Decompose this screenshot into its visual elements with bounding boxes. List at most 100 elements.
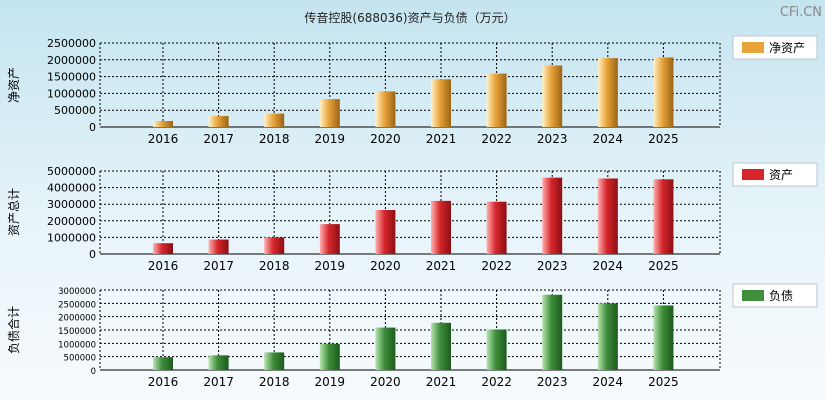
x-tick-label: 2021 [426, 259, 457, 273]
bar-2017 [208, 115, 229, 127]
y-tick-label: 0 [89, 121, 96, 134]
legend: 净资产 [732, 35, 818, 60]
bar-2020 [375, 327, 396, 370]
y-tick-label: 1000000 [47, 87, 96, 100]
x-tick-label: 2020 [370, 259, 401, 273]
y-tick-label: 0 [91, 367, 96, 377]
bar-2022 [486, 329, 507, 370]
x-tick-label: 2017 [203, 259, 234, 273]
y-tick-label: 3000000 [47, 198, 96, 211]
legend-swatch [742, 290, 764, 301]
x-tick-label: 2024 [593, 132, 624, 146]
legend-box [732, 162, 818, 187]
bar-2016 [153, 243, 173, 254]
bar-2016 [153, 120, 173, 127]
x-tick-label: 2021 [426, 375, 457, 389]
x-tick-label: 2020 [370, 375, 401, 389]
bar-2024 [597, 178, 618, 254]
bar-2021 [431, 79, 451, 127]
x-tick-label: 2018 [259, 259, 290, 273]
bar-2020 [375, 210, 396, 254]
x-tick-label: 2023 [537, 375, 568, 389]
x-tick-label: 2016 [148, 375, 179, 389]
bar-2022 [486, 201, 507, 254]
x-tick-label: 2020 [370, 132, 401, 146]
chart-title: 传音控股(688036)资产与负债（万元） [304, 10, 515, 25]
y-axis-label: 净资产 [7, 67, 21, 103]
legend-label: 资产 [769, 168, 793, 182]
bar-2025 [653, 305, 674, 370]
y-tick-label: 1000000 [58, 340, 96, 350]
bar-2017 [208, 239, 229, 254]
legend: 资产 [732, 162, 818, 187]
bar-2024 [597, 58, 618, 128]
x-tick-label: 2024 [593, 375, 624, 389]
legend-box [732, 283, 818, 308]
x-tick-label: 2017 [203, 132, 234, 146]
y-tick-label: 500000 [54, 104, 96, 117]
x-tick-label: 2023 [537, 132, 568, 146]
bar-2025 [653, 57, 674, 128]
bar-2024 [597, 303, 618, 370]
y-tick-label: 500000 [64, 354, 96, 364]
legend-box [732, 35, 818, 60]
y-tick-label: 2500000 [47, 37, 96, 50]
legend-label: 负债 [769, 289, 793, 303]
y-tick-label: 1500000 [58, 327, 96, 337]
y-tick-label: 2500000 [58, 300, 96, 310]
x-tick-label: 2022 [481, 375, 512, 389]
y-tick-label: 0 [89, 248, 96, 261]
y-tick-label: 5000000 [47, 165, 96, 178]
x-tick-label: 2023 [537, 259, 568, 273]
bar-2016 [153, 357, 173, 370]
chart-panel-1: 0 500000 1000000 1500000 2000000 2500000 2016 2… [7, 35, 818, 146]
bar-2023 [542, 294, 563, 370]
bar-2019 [319, 343, 340, 370]
x-tick-label: 2024 [593, 259, 624, 273]
bar-2025 [653, 179, 674, 254]
legend-label: 净资产 [769, 41, 805, 55]
bar-2020 [375, 91, 396, 127]
bar-2018 [264, 113, 285, 127]
bar-2019 [319, 224, 340, 254]
bar-2021 [431, 200, 451, 254]
x-tick-label: 2018 [259, 132, 290, 146]
bar-2022 [486, 73, 507, 127]
y-tick-label: 4000000 [47, 182, 96, 195]
legend: 负债 [732, 283, 818, 308]
x-tick-label: 2025 [648, 375, 679, 389]
x-tick-label: 2017 [203, 375, 234, 389]
x-tick-label: 2016 [148, 132, 179, 146]
y-tick-label: 2000000 [47, 54, 96, 67]
x-tick-label: 2019 [315, 259, 346, 273]
x-tick-label: 2019 [315, 132, 346, 146]
bar-2021 [431, 322, 451, 370]
y-tick-label: 3000000 [58, 287, 96, 297]
bar-2017 [208, 355, 229, 370]
x-tick-label: 2018 [259, 375, 290, 389]
x-tick-label: 2019 [315, 375, 346, 389]
x-tick-label: 2016 [148, 259, 179, 273]
y-axis-label: 资产总计 [7, 188, 21, 236]
bar-2018 [264, 237, 285, 254]
chart-panel-2: 0 1000000 2000000 3000000 4000000 5000000 2016… [7, 162, 818, 273]
x-tick-label: 2025 [648, 259, 679, 273]
y-axis-label: 负债合计 [6, 306, 21, 354]
bar-2019 [319, 99, 340, 127]
x-tick-label: 2021 [426, 132, 457, 146]
y-tick-label: 1500000 [47, 71, 96, 84]
bar-2023 [542, 65, 563, 127]
bar-2023 [542, 177, 563, 254]
bar-2018 [264, 352, 285, 370]
x-tick-label: 2025 [648, 132, 679, 146]
x-tick-label: 2022 [481, 259, 512, 273]
watermark: CFi.CN [780, 5, 822, 20]
chart-panel-3: 0 500000 1000000 1500000 2000000 2500000 30000… [6, 283, 818, 389]
y-tick-label: 2000000 [58, 314, 96, 324]
legend-swatch [742, 169, 764, 180]
legend-swatch [742, 42, 764, 53]
y-tick-label: 2000000 [47, 215, 96, 228]
y-tick-label: 1000000 [47, 231, 96, 244]
x-tick-label: 2022 [481, 132, 512, 146]
